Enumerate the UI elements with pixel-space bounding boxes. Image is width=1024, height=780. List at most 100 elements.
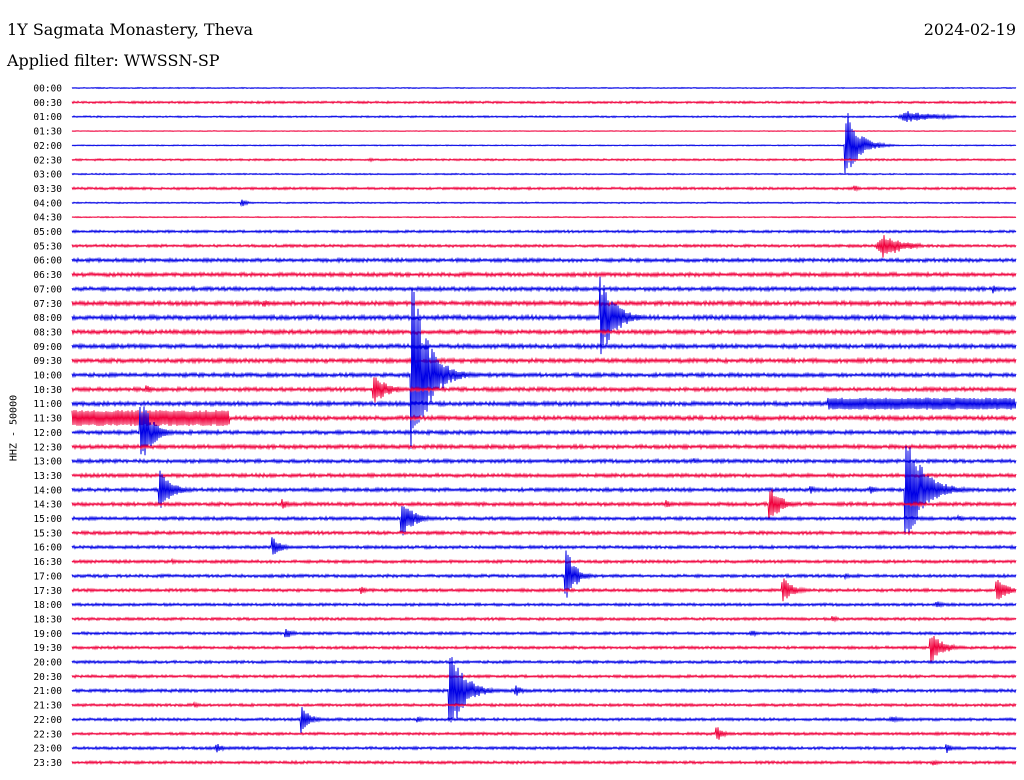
row-label-1000: 10:00	[33, 371, 62, 382]
row-label-1700: 17:00	[33, 571, 62, 582]
time-row-labels: 00:00 00:30 01:00 01:30 02:00 02:30 03:00 03:30…	[33, 84, 62, 769]
row-label-0130: 01:30	[33, 127, 62, 138]
trace-row-0630	[71, 270, 1017, 279]
trace-row-1730	[71, 578, 1017, 602]
trace-row-0130	[71, 129, 1017, 133]
trace-row-1430	[71, 489, 1017, 520]
trace-row-1300	[71, 457, 1017, 465]
row-label-1330: 13:30	[33, 471, 62, 482]
row-label-0100: 01:00	[33, 112, 62, 123]
trace-row-0800	[71, 276, 1017, 355]
trace-row-1800	[71, 601, 1017, 609]
row-label-1400: 14:00	[33, 485, 62, 496]
trace-row-0900	[71, 342, 1017, 351]
row-label-2100: 21:00	[33, 686, 62, 697]
row-label-0630: 06:30	[33, 270, 62, 281]
trace-row-0930	[71, 356, 1017, 365]
row-label-1900: 19:00	[33, 629, 62, 640]
trace-row-0100	[71, 111, 1017, 123]
trace-row-1630	[71, 557, 1017, 566]
trace-row-2000	[71, 659, 1017, 665]
row-label-2300: 23:00	[33, 744, 62, 755]
trace-row-1100	[71, 397, 1017, 410]
row-label-0200: 02:00	[33, 141, 62, 152]
row-label-2000: 20:00	[33, 658, 62, 669]
filter-info: Applied filter: WWSSN-SP	[7, 51, 220, 70]
row-label-2130: 21:30	[33, 701, 62, 712]
plot-date: 2024-02-19	[923, 20, 1016, 39]
row-label-1830: 18:30	[33, 614, 62, 625]
row-label-0030: 00:30	[33, 98, 62, 109]
row-label-1800: 18:00	[33, 600, 62, 611]
trace-row-0300	[71, 172, 1017, 176]
trace-row-0400	[71, 199, 1017, 208]
row-label-0830: 08:30	[33, 327, 62, 338]
trace-row-1030	[71, 377, 1017, 403]
row-label-1530: 15:30	[33, 528, 62, 539]
row-label-0530: 05:30	[33, 241, 62, 252]
trace-row-1000	[71, 289, 1017, 449]
filter-value: WWSSN-SP	[123, 51, 220, 70]
trace-row-0500	[71, 229, 1017, 234]
trace-row-2200	[71, 707, 1017, 733]
row-label-1100: 11:00	[33, 399, 62, 410]
trace-row-2030	[71, 673, 1017, 680]
row-label-2330: 23:30	[33, 758, 62, 769]
seismic-traces	[71, 86, 1017, 766]
row-label-0800: 08:00	[33, 313, 62, 324]
row-label-0330: 03:30	[33, 184, 62, 195]
trace-row-2100	[71, 657, 1017, 723]
trace-row-0200	[71, 113, 1017, 174]
channel-label-text: HHZ - 50000	[8, 394, 20, 462]
trace-row-1930	[71, 635, 1017, 664]
trace-row-0230	[71, 157, 1017, 163]
trace-row-1600	[71, 537, 1017, 555]
trace-row-2130	[71, 701, 1017, 709]
row-label-0600: 06:00	[33, 256, 62, 267]
row-label-1600: 16:00	[33, 543, 62, 554]
row-label-0930: 09:30	[33, 356, 62, 367]
row-label-1730: 17:30	[33, 586, 62, 597]
trace-row-2230	[71, 727, 1017, 740]
row-label-2230: 22:30	[33, 729, 62, 740]
row-label-1930: 19:30	[33, 643, 62, 654]
trace-row-2300	[71, 744, 1017, 753]
filter-label: Applied filter:	[7, 51, 119, 70]
row-label-1200: 12:00	[33, 428, 62, 439]
row-label-1430: 14:30	[33, 500, 62, 511]
trace-row-1330	[71, 471, 1017, 479]
row-label-1130: 11:30	[33, 414, 62, 425]
station-title: 1Y Sagmata Monastery, Theva	[7, 20, 254, 39]
row-label-2200: 22:00	[33, 715, 62, 726]
trace-row-0730	[71, 299, 1017, 308]
trace-row-1530	[71, 529, 1017, 537]
row-label-0500: 05:00	[33, 227, 62, 238]
row-label-0300: 03:00	[33, 170, 62, 181]
row-label-1030: 10:30	[33, 385, 62, 396]
row-label-1500: 15:00	[33, 514, 62, 525]
row-label-2030: 20:30	[33, 672, 62, 683]
row-label-1300: 13:00	[33, 457, 62, 468]
row-label-0400: 04:00	[33, 198, 62, 209]
trace-row-1200	[71, 406, 1017, 456]
row-label-1230: 12:30	[33, 442, 62, 453]
trace-row-0530	[71, 235, 1017, 258]
trace-row-1130	[71, 410, 1017, 427]
trace-row-0830	[71, 328, 1017, 336]
trace-row-0600	[71, 256, 1017, 264]
row-label-1630: 16:30	[33, 557, 62, 568]
row-label-0700: 07:00	[33, 284, 62, 295]
trace-row-0030	[71, 100, 1017, 105]
row-label-0900: 09:00	[33, 342, 62, 353]
trace-row-0000	[71, 86, 1017, 90]
trace-row-1900	[71, 628, 1017, 638]
trace-row-1400	[71, 446, 1017, 535]
trace-row-0330	[71, 185, 1017, 192]
trace-row-1230	[71, 442, 1017, 451]
row-label-0230: 02:30	[33, 155, 62, 166]
trace-row-1830	[71, 615, 1017, 623]
trace-row-2330	[71, 759, 1017, 766]
trace-row-0430	[71, 215, 1017, 219]
row-label-0430: 04:30	[33, 213, 62, 224]
